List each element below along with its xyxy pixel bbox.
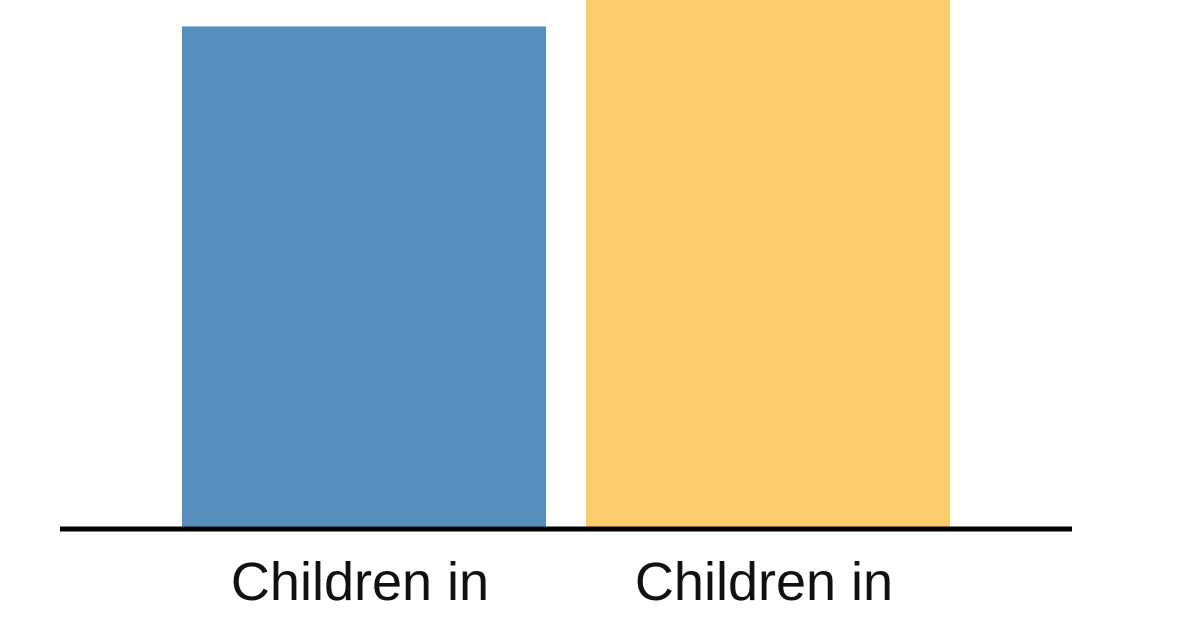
bar-2 bbox=[586, 0, 950, 529]
tick-labels-group: Children in Children in bbox=[231, 552, 893, 612]
bars-group bbox=[182, 0, 950, 529]
category-label-1: Children in bbox=[231, 552, 489, 612]
bar-1 bbox=[182, 26, 546, 529]
category-label-2: Children in bbox=[635, 552, 893, 612]
